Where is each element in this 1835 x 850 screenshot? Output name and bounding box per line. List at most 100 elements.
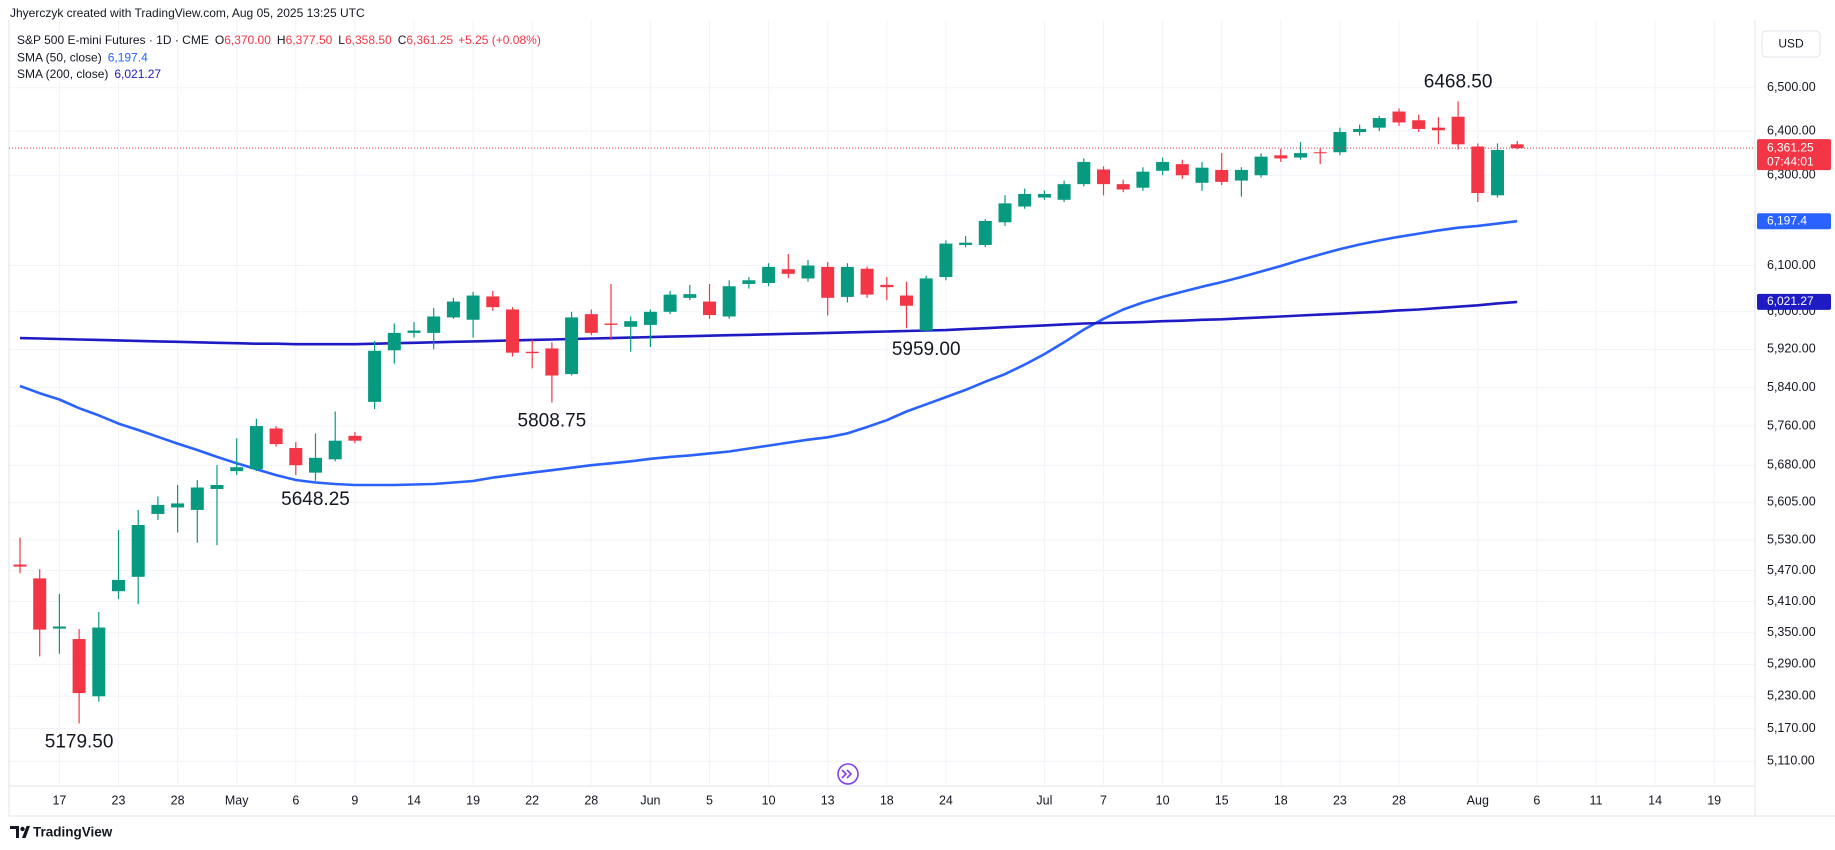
x-tick-label: Aug [1467,793,1489,807]
x-tick-label: 18 [880,793,894,807]
legend-value: 6,370.00 [224,33,271,47]
legend: SMA (200, close) 6,021.27 [17,67,161,81]
candle-body [328,440,342,460]
x-tick-label: 6 [292,793,299,807]
price-badge-label: 6,197.4 [1767,213,1807,227]
x-tick-label: 19 [466,793,480,807]
candle-body [1136,171,1150,188]
candle-body [742,280,756,284]
candle-body [13,564,27,567]
candle-body [466,295,480,320]
x-tick-label: 14 [407,793,421,807]
price-badge [1757,293,1831,310]
candle-body [269,428,283,445]
logo-shape [10,826,19,838]
x-tick-label: 9 [351,793,358,807]
go-realtime-icon[interactable] [841,769,853,779]
candle-body [427,316,441,333]
candle-body [33,578,47,630]
price-badge [1757,213,1831,230]
legend-key: C [398,33,407,47]
candle-body [545,348,559,376]
y-tick-label: 5,840.00 [1767,380,1816,394]
candle-body [52,626,66,629]
x-tick-label: 10 [1156,793,1170,807]
candle-body [1372,118,1386,128]
candle-body [801,265,815,279]
candle-body [210,485,224,489]
x-tick-label: 15 [1215,793,1229,807]
candle-body [387,332,401,351]
candle-body [72,639,86,694]
legend-key: L [338,33,345,47]
candle-body [840,266,854,297]
candle-body [525,351,539,354]
legend-key: O [215,33,224,47]
legend-value: 6,197.4 [108,51,148,65]
low-label: 5179.50 [45,731,114,752]
legend-name: SMA (200, close) [17,67,108,81]
currency[interactable]: USD [1778,37,1804,51]
candle-body [624,321,638,327]
legend: SMA (50, close) 6,197.4 [17,51,148,65]
go-realtime-circle[interactable] [837,763,859,785]
y-tick-label: 5,470.00 [1767,563,1816,577]
candle-body [151,504,165,514]
candle-body [1254,156,1268,176]
x-tick-label: 28 [171,793,185,807]
x-tick-label: 28 [584,793,598,807]
countdown: 07:44:01 [1767,154,1814,168]
x-tick-label: 13 [821,793,835,807]
candle-body [821,266,835,298]
candle-body [486,296,500,308]
x-tick-label: 6 [1533,793,1540,807]
candle-body [998,203,1012,223]
candle-body [171,503,185,508]
y-tick-label: 6,400.00 [1767,123,1816,137]
candle-body [309,457,322,473]
y-tick-label: 5,605.00 [1767,495,1816,509]
candle-body [565,317,579,375]
candle-body [939,243,953,278]
candle-body [584,314,598,333]
legend-key: H [277,33,286,47]
legend-title: S&P 500 E-mini Futures · 1D · CME [17,33,209,47]
candle-body [762,266,776,284]
y-tick-label: 6,100.00 [1767,258,1816,272]
y-tick-label: 5,110.00 [1767,754,1815,768]
candle-body [1294,153,1307,158]
candle-body [446,301,460,318]
candle-body [1471,146,1485,194]
candle-body [1353,128,1367,133]
candle-body [249,426,263,470]
candle-body [1451,116,1465,145]
go-realtime-button[interactable] [837,763,859,785]
currency-button[interactable] [1761,30,1821,58]
sma-line [19,219,1518,487]
y-tick-label: 5,760.00 [1767,418,1816,432]
y-tick-label: 6,300.00 [1767,168,1816,182]
candle-body [1491,150,1504,196]
legend-value: 6,358.50 [345,33,392,47]
legend-change: +5.25 (+0.08%) [458,33,541,47]
candle-body [722,286,736,317]
brand-logo [10,826,30,838]
low-label: 5959.00 [892,339,961,360]
x-tick-label: 10 [762,793,776,807]
candle-body [131,524,145,577]
candle-body [860,268,874,295]
x-tick-label: 28 [1392,793,1406,807]
candle-body [348,435,362,441]
candle-body [1392,111,1406,123]
x-tick-label: 7 [1100,793,1107,807]
candle-body [92,627,106,697]
y-tick-label: 6,500.00 [1767,80,1816,94]
candle-body [1412,120,1426,129]
candle-body [289,448,303,466]
candle-body [1215,169,1229,182]
candle-body [663,294,677,312]
x-tick-label: 22 [525,793,539,807]
high-label: 6468.50 [1424,71,1493,92]
